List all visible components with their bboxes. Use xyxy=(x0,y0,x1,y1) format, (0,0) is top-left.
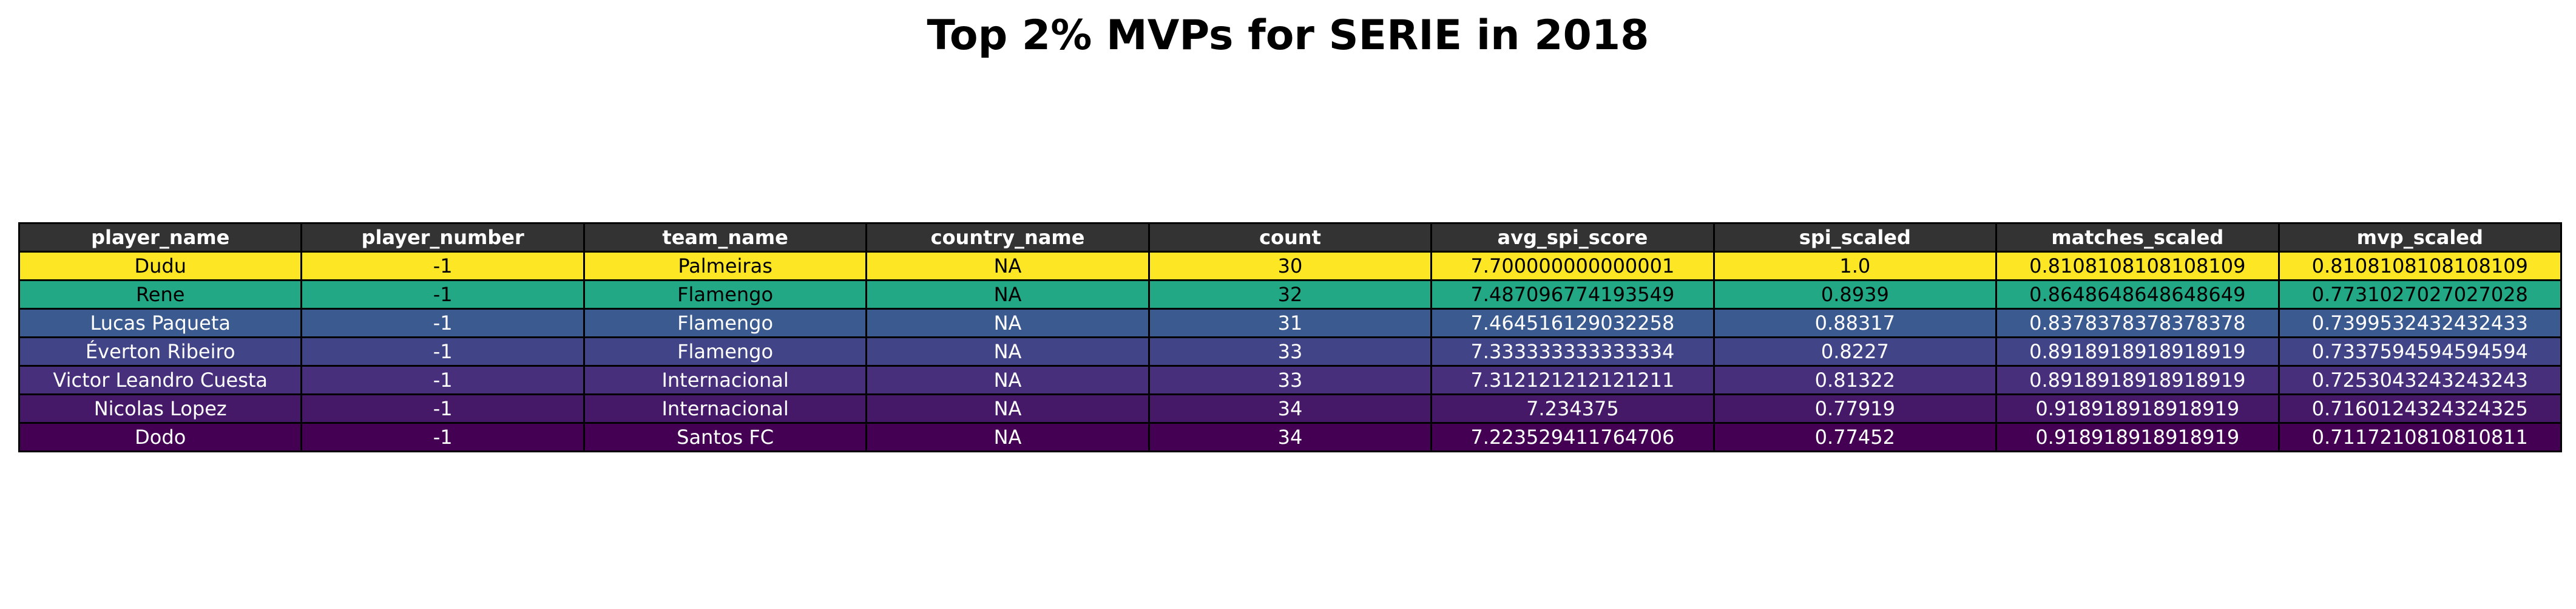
table-cell-player-number: -1 xyxy=(300,279,585,310)
table-row: Rene -1 Flamengo NA 32 7.487096774193549 0.893… xyxy=(18,279,2562,310)
table-cell-player-number: -1 xyxy=(300,365,585,395)
table-cell-team-name: Palmeiras xyxy=(583,251,868,281)
table-cell-country-name: NA xyxy=(865,251,1150,281)
table-cell-matches-scaled: 0.8918918918918919 xyxy=(1995,365,2280,395)
table-cell-player-number: -1 xyxy=(300,251,585,281)
table-cell-count: 31 xyxy=(1148,308,1433,338)
table-cell-count: 33 xyxy=(1148,365,1433,395)
table-cell-team-name: Flamengo xyxy=(583,279,868,310)
table-cell-player-number: -1 xyxy=(300,422,585,452)
table-cell-player-name: Rene xyxy=(18,279,303,310)
table-cell-spi-scaled: 0.8227 xyxy=(1712,336,1998,367)
table-cell-spi-scaled: 0.8939 xyxy=(1712,279,1998,310)
table-cell-team-name: Flamengo xyxy=(583,308,868,338)
table-cell-count: 33 xyxy=(1148,336,1433,367)
table-cell-avg-spi-score: 7.487096774193549 xyxy=(1430,279,1715,310)
table-cell-spi-scaled: 0.88317 xyxy=(1712,308,1998,338)
table-cell-country-name: NA xyxy=(865,365,1150,395)
column-header-count: count xyxy=(1148,222,1433,253)
table-cell-spi-scaled: 1.0 xyxy=(1712,251,1998,281)
table-cell-mvp-scaled: 0.7117210810810811 xyxy=(2277,422,2562,452)
column-header-matches-scaled: matches_scaled xyxy=(1995,222,2280,253)
table-row: Dudu -1 Palmeiras NA 30 7.700000000000001 1.0 0… xyxy=(18,251,2562,281)
table-cell-avg-spi-score: 7.312121212121211 xyxy=(1430,365,1715,395)
column-header-player-name: player_name xyxy=(18,222,303,253)
table-cell-team-name: Santos FC xyxy=(583,422,868,452)
table-cell-matches-scaled: 0.918918918918919 xyxy=(1995,422,2280,452)
table-cell-spi-scaled: 0.81322 xyxy=(1712,365,1998,395)
table-cell-avg-spi-score: 7.223529411764706 xyxy=(1430,422,1715,452)
table-cell-player-number: -1 xyxy=(300,336,585,367)
table-cell-player-number: -1 xyxy=(300,308,585,338)
table-cell-team-name: Flamengo xyxy=(583,336,868,367)
table-cell-mvp-scaled: 0.7731027027027028 xyxy=(2277,279,2562,310)
table-cell-mvp-scaled: 0.7337594594594594 xyxy=(2277,336,2562,367)
table-row: Dodo -1 Santos FC NA 34 7.223529411764706 0.77… xyxy=(18,422,2562,452)
table-cell-count: 30 xyxy=(1148,251,1433,281)
table-cell-country-name: NA xyxy=(865,336,1150,367)
table-row: Éverton Ribeiro -1 Flamengo NA 33 7.333333333… xyxy=(18,336,2562,367)
table-cell-spi-scaled: 0.77452 xyxy=(1712,422,1998,452)
table-cell-avg-spi-score: 7.700000000000001 xyxy=(1430,251,1715,281)
table-cell-player-number: -1 xyxy=(300,393,585,424)
table-header-row: player_name player_number team_name country… xyxy=(18,222,2562,253)
column-header-country-name: country_name xyxy=(865,222,1150,253)
table-cell-avg-spi-score: 7.333333333333334 xyxy=(1430,336,1715,367)
table-row: Nicolas Lopez -1 Internacional NA 34 7.234375… xyxy=(18,393,2562,424)
table-cell-player-name: Lucas Paqueta xyxy=(18,308,303,338)
table-cell-matches-scaled: 0.8648648648648649 xyxy=(1995,279,2280,310)
table-cell-player-name: Nicolas Lopez xyxy=(18,393,303,424)
table-cell-matches-scaled: 0.8378378378378378 xyxy=(1995,308,2280,338)
table-cell-mvp-scaled: 0.8108108108108109 xyxy=(2277,251,2562,281)
table-cell-matches-scaled: 0.8918918918918919 xyxy=(1995,336,2280,367)
table-cell-avg-spi-score: 7.234375 xyxy=(1430,393,1715,424)
table-cell-avg-spi-score: 7.464516129032258 xyxy=(1430,308,1715,338)
column-header-player-number: player_number xyxy=(300,222,585,253)
table-cell-matches-scaled: 0.918918918918919 xyxy=(1995,393,2280,424)
table-cell-country-name: NA xyxy=(865,279,1150,310)
table-cell-country-name: NA xyxy=(865,308,1150,338)
table-cell-player-name: Dodo xyxy=(18,422,303,452)
table-cell-player-name: Éverton Ribeiro xyxy=(18,336,303,367)
table-cell-mvp-scaled: 0.7399532432432433 xyxy=(2277,308,2562,338)
table-cell-mvp-scaled: 0.7253043243243243 xyxy=(2277,365,2562,395)
table-cell-player-name: Victor Leandro Cuesta xyxy=(18,365,303,395)
column-header-spi-scaled: spi_scaled xyxy=(1712,222,1998,253)
table-cell-country-name: NA xyxy=(865,422,1150,452)
table-cell-player-name: Dudu xyxy=(18,251,303,281)
chart-title: Top 2% MVPs for SERIE in 2018 xyxy=(927,12,1649,60)
column-header-team-name: team_name xyxy=(583,222,868,253)
table-cell-team-name: Internacional xyxy=(583,365,868,395)
table-cell-count: 32 xyxy=(1148,279,1433,310)
table-row: Lucas Paqueta -1 Flamengo NA 31 7.46451612903… xyxy=(18,308,2562,338)
table-cell-count: 34 xyxy=(1148,393,1433,424)
table-cell-country-name: NA xyxy=(865,393,1150,424)
mvp-table: player_name player_number team_name country… xyxy=(18,222,2562,452)
table-row: Victor Leandro Cuesta -1 Internacional NA 33… xyxy=(18,365,2562,395)
table-cell-spi-scaled: 0.77919 xyxy=(1712,393,1998,424)
table-cell-count: 34 xyxy=(1148,422,1433,452)
table-cell-matches-scaled: 0.8108108108108109 xyxy=(1995,251,2280,281)
table-cell-team-name: Internacional xyxy=(583,393,868,424)
column-header-avg-spi-score: avg_spi_score xyxy=(1430,222,1715,253)
column-header-mvp-scaled: mvp_scaled xyxy=(2277,222,2562,253)
table-body: Dudu -1 Palmeiras NA 30 7.700000000000001 1.0 0… xyxy=(18,251,2562,452)
table-cell-mvp-scaled: 0.7160124324324325 xyxy=(2277,393,2562,424)
